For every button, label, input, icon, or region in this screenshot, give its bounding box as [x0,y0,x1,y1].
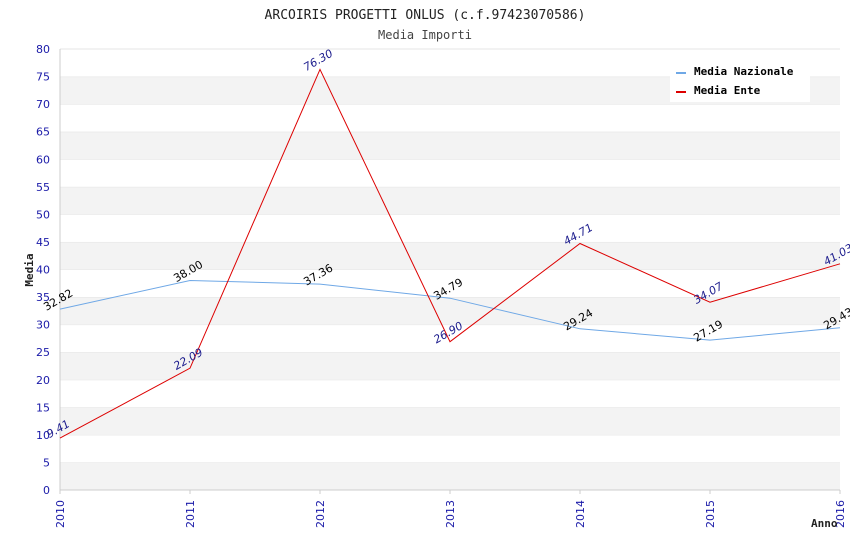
series-lines [59,68,841,439]
grid-band [60,379,840,408]
y-tick-label: 20 [36,374,50,387]
grid-band [60,297,840,325]
y-tick-label: 30 [36,319,50,332]
x-tick-label: 2010 [54,500,67,528]
y-tick-label: 70 [36,98,50,111]
x-tick-label: 2014 [574,500,587,528]
grid-band [60,324,840,353]
grid-band [60,214,840,242]
grid-band [60,352,840,380]
grid-band [60,269,840,298]
chart-subtitle: Media Importi [378,28,472,42]
x-tick-label: 2013 [444,500,457,528]
grid-band [60,104,840,132]
plot-background [59,48,840,491]
y-tick-label: 40 [36,264,50,277]
grid-band [60,407,840,435]
y-tick-label: 65 [36,126,50,139]
x-tick-label: 2016 [834,500,847,528]
legend-box [670,60,810,102]
y-tick-label: 75 [36,71,50,84]
grid-band [60,462,840,490]
chart-title: ARCOIRIS PROGETTI ONLUS (c.f.97423070586… [265,8,586,23]
y-tick-label: 15 [36,401,50,414]
series-line-media-nazionale [59,279,841,341]
y-axis: 0 5 10 15 20 25 30 35 40 45 50 55 60 65 70 75 80 [36,43,50,497]
y-tick-label: 5 [43,456,50,469]
grid-band [60,186,840,215]
grid-band [60,434,840,463]
y-tick-label: 10 [36,429,50,442]
x-axis: 2010 2011 2012 2013 2014 2015 2016 [54,490,847,528]
series-line-media-ente [59,68,841,439]
legend: Media Nazionale Media Ente [670,60,810,102]
y-tick-label: 50 [36,208,50,221]
y-tick-label: 35 [36,291,50,304]
x-tick-label: 2015 [704,500,717,528]
y-tick-label: 25 [36,346,50,359]
y-axis-label: Media [23,253,36,286]
x-tick-label: 2011 [184,500,197,528]
y-tick-label: 60 [36,153,50,166]
grid-band [60,241,840,270]
y-tick-label: 0 [43,484,50,497]
y-tick-label: 55 [36,181,50,194]
grid-band [60,131,840,160]
legend-label-media-ente: Media Ente [694,84,761,97]
y-tick-label: 80 [36,43,50,56]
grid-band [60,159,840,187]
x-axis-label: Anno [811,517,838,530]
x-tick-label: 2012 [314,500,327,528]
legend-label-media-nazionale: Media Nazionale [694,65,794,78]
y-tick-label: 45 [36,236,50,249]
